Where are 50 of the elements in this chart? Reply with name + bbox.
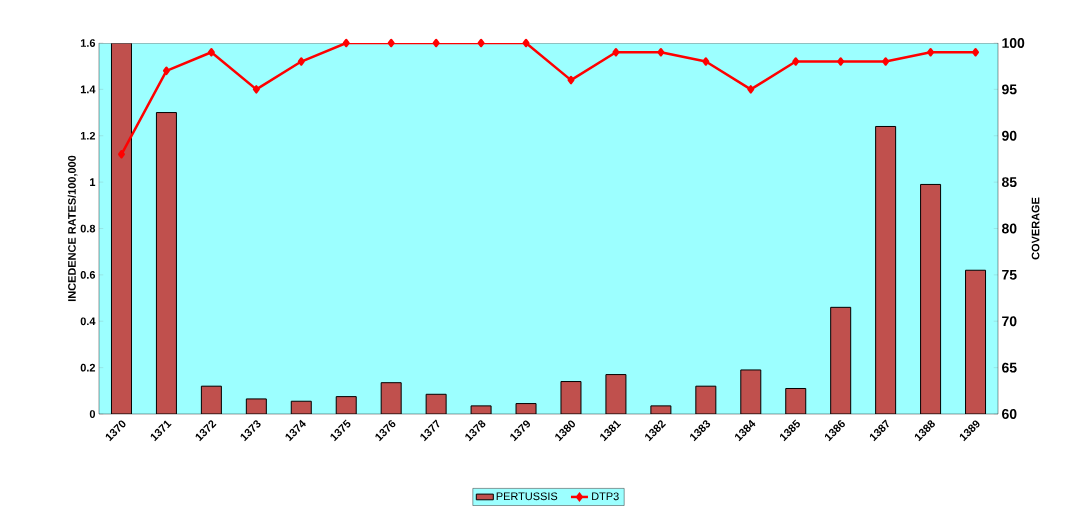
point [477, 38, 485, 48]
point [972, 48, 980, 57]
y2-tick-label: 95 [1002, 84, 1017, 95]
bar [740, 369, 762, 414]
point [882, 57, 890, 66]
y-tick-label: 0.6 [80, 271, 96, 279]
legend-label: PERTUSSIS [496, 492, 558, 501]
point [297, 57, 305, 66]
y2-tick-label: 60 [1002, 409, 1017, 419]
y2-axis-title: COVERAGE [1031, 197, 1040, 260]
point [117, 150, 125, 159]
point [252, 85, 260, 94]
point [207, 48, 215, 57]
point [387, 38, 395, 48]
bar [965, 269, 987, 414]
bar [110, 43, 132, 414]
y2-tick-label: 100 [1002, 38, 1025, 48]
y-axis-title: INCEDENCE RATES/100,000 [67, 155, 78, 302]
bar [155, 112, 177, 414]
y2-tick-label: 65 [1002, 362, 1017, 373]
point [837, 57, 845, 66]
y-tick-label: 0.2 [80, 363, 96, 372]
point [432, 38, 440, 48]
point [702, 57, 710, 66]
y2-tick-label: 70 [1002, 316, 1017, 327]
point [792, 57, 800, 66]
y-tick-label: 0 [89, 410, 96, 418]
point [567, 75, 575, 85]
point [657, 48, 665, 57]
y2-tick-label: 90 [1002, 130, 1017, 141]
point [747, 85, 755, 94]
y2-tick-label: 80 [1001, 223, 1017, 234]
y-tick-label: 1.4 [80, 85, 96, 94]
y-tick-label: 0.4 [80, 317, 96, 326]
point [162, 66, 170, 76]
y-tick-label: 1.6 [80, 39, 96, 47]
point [927, 48, 935, 57]
y2-tick-label: 75 [1002, 270, 1017, 280]
y-tick-label: 1.2 [80, 131, 96, 140]
bar [875, 125, 897, 414]
legend-label: DTP3 [592, 492, 619, 501]
y-tick-label: 1 [90, 178, 96, 186]
point [342, 38, 350, 48]
bar [920, 183, 942, 414]
bar [830, 306, 852, 414]
bar [380, 382, 402, 414]
y2-tick-label: 85 [1001, 177, 1017, 188]
point [612, 48, 620, 57]
point [522, 38, 530, 48]
y-tick-label: 0.8 [80, 224, 96, 233]
